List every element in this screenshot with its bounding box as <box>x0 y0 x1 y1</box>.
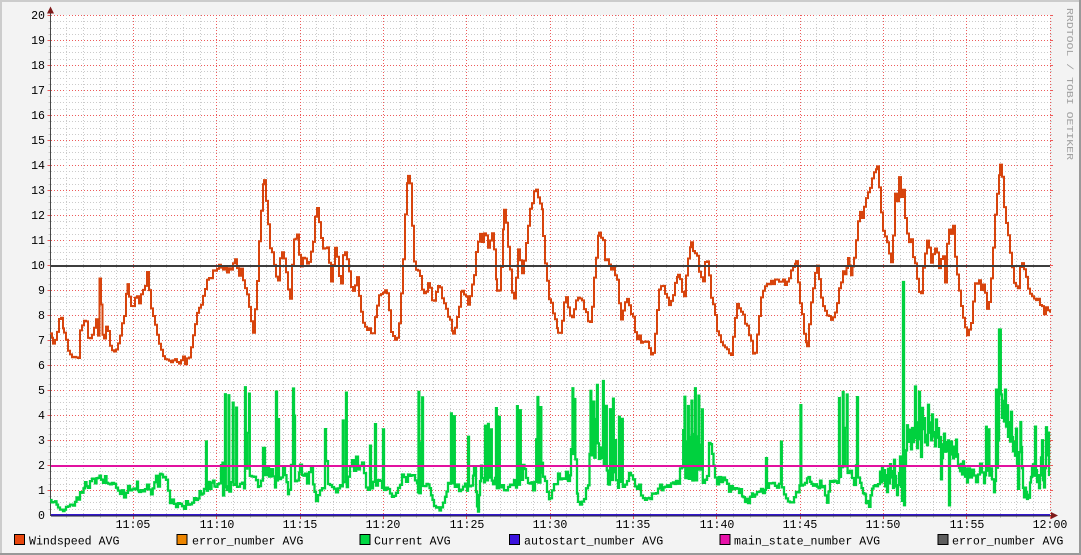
svg-text:11:20: 11:20 <box>366 519 401 532</box>
svg-text:19: 19 <box>31 35 45 48</box>
svg-text:11:40: 11:40 <box>700 519 735 532</box>
svg-text:8: 8 <box>38 310 45 323</box>
svg-text:RRDTOOL / TOBI OETIKER: RRDTOOL / TOBI OETIKER <box>1064 8 1074 161</box>
svg-text:11: 11 <box>31 235 45 248</box>
svg-text:Current AVG: Current AVG <box>374 536 451 549</box>
svg-text:error_number AVG: error_number AVG <box>952 536 1063 549</box>
svg-text:11:50: 11:50 <box>866 519 901 532</box>
svg-text:11:35: 11:35 <box>616 519 651 532</box>
svg-text:17: 17 <box>31 85 45 98</box>
svg-text:3: 3 <box>38 435 45 448</box>
svg-text:autostart_number AVG: autostart_number AVG <box>524 536 663 549</box>
svg-text:2: 2 <box>38 460 45 473</box>
svg-text:12: 12 <box>31 210 45 223</box>
svg-text:0: 0 <box>38 510 45 523</box>
svg-text:18: 18 <box>31 60 45 73</box>
svg-text:11:15: 11:15 <box>283 519 318 532</box>
svg-text:15: 15 <box>31 135 45 148</box>
svg-text:11:30: 11:30 <box>533 519 568 532</box>
svg-text:1: 1 <box>38 485 45 498</box>
svg-text:9: 9 <box>38 285 45 298</box>
svg-text:14: 14 <box>31 160 45 173</box>
svg-text:10: 10 <box>31 260 45 273</box>
svg-text:11:25: 11:25 <box>450 519 485 532</box>
svg-text:11:10: 11:10 <box>200 519 235 532</box>
svg-text:Windspeed AVG: Windspeed AVG <box>29 536 119 549</box>
svg-text:5: 5 <box>38 385 45 398</box>
svg-text:16: 16 <box>31 110 45 123</box>
svg-text:13: 13 <box>31 185 45 198</box>
svg-text:error_number AVG: error_number AVG <box>192 536 303 549</box>
svg-text:7: 7 <box>38 335 45 348</box>
svg-text:11:45: 11:45 <box>783 519 818 532</box>
svg-text:main_state_number AVG: main_state_number AVG <box>734 536 880 549</box>
svg-text:11:55: 11:55 <box>950 519 985 532</box>
svg-text:6: 6 <box>38 360 45 373</box>
svg-text:4: 4 <box>38 410 45 423</box>
svg-text:12:00: 12:00 <box>1033 519 1068 532</box>
svg-text:20: 20 <box>31 10 45 23</box>
svg-text:11:05: 11:05 <box>116 519 151 532</box>
